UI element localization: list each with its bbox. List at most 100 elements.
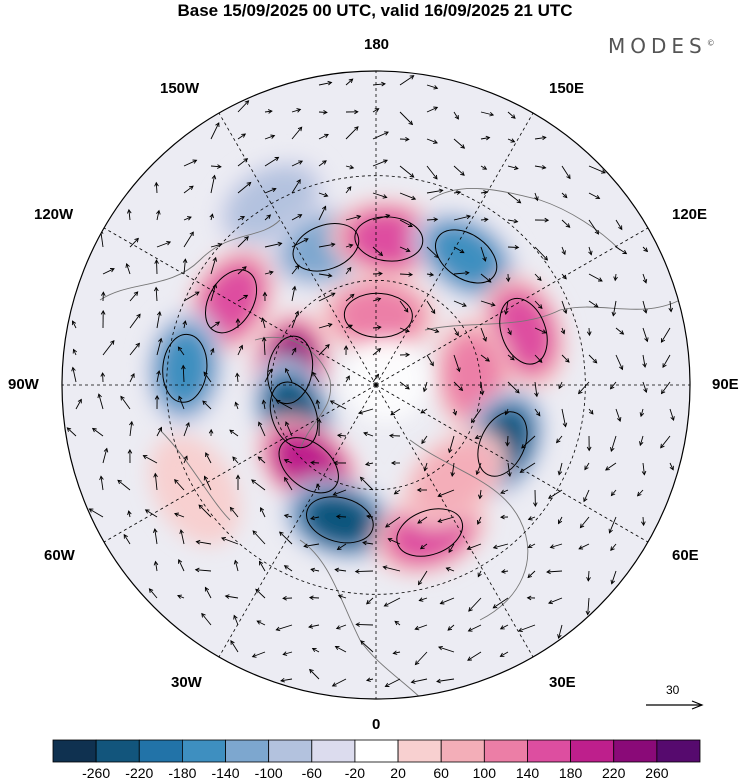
- wind-arrow: [426, 327, 439, 333]
- wind-arrow: [100, 476, 104, 491]
- wind-arrow: [587, 570, 590, 581]
- colorbar-swatch: [268, 739, 313, 763]
- wind-arrow: [388, 538, 401, 545]
- wind-arrow: [128, 209, 131, 221]
- wind-arrow: [639, 435, 644, 446]
- wind-arrowhead: [378, 271, 383, 276]
- wind-arrow: [360, 640, 374, 653]
- wind-arrow: [480, 300, 495, 306]
- wind-arrow: [237, 100, 249, 113]
- wind-arrowhead: [332, 491, 338, 496]
- coastlines: [99, 188, 681, 699]
- wind-arrowhead: [505, 277, 511, 283]
- lon-label-60e: 60E: [672, 547, 699, 564]
- wind-arrow: [264, 135, 275, 140]
- colorbar-tick-label: -180: [168, 765, 197, 781]
- wind-arrowhead: [334, 645, 340, 650]
- wind-arrow: [129, 421, 133, 437]
- wind-arrow: [385, 516, 401, 528]
- wind-arrowhead: [282, 596, 287, 601]
- wind-arrowhead: [195, 539, 201, 545]
- wind-arrow: [210, 243, 222, 248]
- wind-arrowhead: [418, 597, 424, 602]
- wind-arrow: [117, 479, 131, 491]
- wind-arrowhead: [323, 110, 328, 115]
- wind-arrow: [518, 624, 536, 632]
- wind-arrowhead: [388, 433, 394, 439]
- wind-arrow: [308, 624, 320, 628]
- wind-arrowhead: [433, 174, 438, 180]
- wind-arrowhead: [557, 470, 563, 476]
- wind-arrowhead: [157, 426, 163, 432]
- wind-arrow: [476, 462, 482, 475]
- wind-arrowhead: [212, 283, 218, 289]
- wind-arrow: [201, 613, 212, 626]
- wind-arrowhead: [133, 291, 139, 296]
- wind-arrow: [426, 189, 443, 194]
- wind-arrowhead: [558, 384, 563, 390]
- wind-arrowhead: [178, 395, 183, 401]
- wind-arrowhead: [366, 599, 371, 605]
- wind-arrow: [154, 528, 158, 545]
- wind-arrowhead: [537, 358, 543, 363]
- wind-arrowhead: [514, 245, 520, 250]
- wind-arrow: [318, 292, 335, 302]
- wind-arrow: [642, 381, 647, 393]
- wind-arrow: [312, 372, 320, 383]
- wind-arrow: [338, 595, 347, 599]
- wind-arrow: [260, 507, 266, 518]
- wind-arrowhead: [255, 588, 260, 594]
- wind-arrowhead: [513, 165, 519, 171]
- wind-arrow: [230, 507, 239, 518]
- wind-arrowhead: [636, 491, 642, 497]
- wind-arrowhead: [456, 367, 461, 373]
- wind-arrowhead: [510, 138, 516, 143]
- wind-arrowhead: [297, 126, 303, 132]
- wind-arrowhead: [535, 411, 541, 417]
- wind-arrowhead: [608, 528, 613, 534]
- wind-arrowhead: [454, 114, 459, 120]
- wind-arrowhead: [185, 422, 190, 427]
- wind-arrowhead: [555, 438, 561, 444]
- wind-arrowhead: [101, 291, 106, 297]
- wind-arrowhead: [337, 594, 343, 599]
- wind-arrow: [561, 273, 567, 280]
- wind-arrowhead: [519, 468, 525, 473]
- wind-arrow: [507, 165, 519, 170]
- wind-arrowhead: [261, 399, 267, 405]
- wind-arrowhead: [294, 310, 300, 316]
- wind-arrowhead: [429, 272, 435, 277]
- wind-arrow: [426, 354, 434, 366]
- wind-arrow: [642, 327, 648, 342]
- wind-arrow: [291, 286, 296, 302]
- wind-arrow: [550, 543, 563, 548]
- colorbar-tick-label: 100: [472, 765, 496, 781]
- wind-arrow: [318, 243, 335, 248]
- wind-arrow: [561, 408, 567, 427]
- colorbar-tick-label: 180: [558, 765, 583, 781]
- wind-arrow: [337, 543, 347, 550]
- wind-arrowhead: [356, 214, 362, 220]
- wind-arrow: [345, 165, 354, 169]
- wind-arrow: [156, 370, 160, 383]
- wind-arrow: [183, 291, 200, 302]
- brand-logo: MODES©: [608, 34, 715, 58]
- wind-arrowhead: [91, 427, 97, 433]
- wind-arrowhead: [534, 196, 539, 202]
- map-border: [61, 70, 691, 700]
- wind-arrowhead: [616, 417, 622, 422]
- wind-arrow: [507, 246, 519, 248]
- wind-arrowhead: [437, 492, 443, 498]
- wind-arrow: [310, 462, 320, 464]
- wind-arrow: [345, 244, 353, 248]
- wind-arrow: [527, 570, 536, 578]
- wind-arrow: [642, 516, 645, 526]
- wind-arrowhead: [205, 452, 210, 458]
- wind-arrowhead: [537, 276, 542, 281]
- colorbar-tick-label: -260: [82, 765, 111, 781]
- wind-arrowhead: [642, 363, 647, 368]
- wind-vectors: [66, 75, 675, 687]
- wind-arrow: [480, 111, 494, 116]
- wind-arrowhead: [292, 347, 297, 353]
- wind-arrow: [661, 381, 671, 394]
